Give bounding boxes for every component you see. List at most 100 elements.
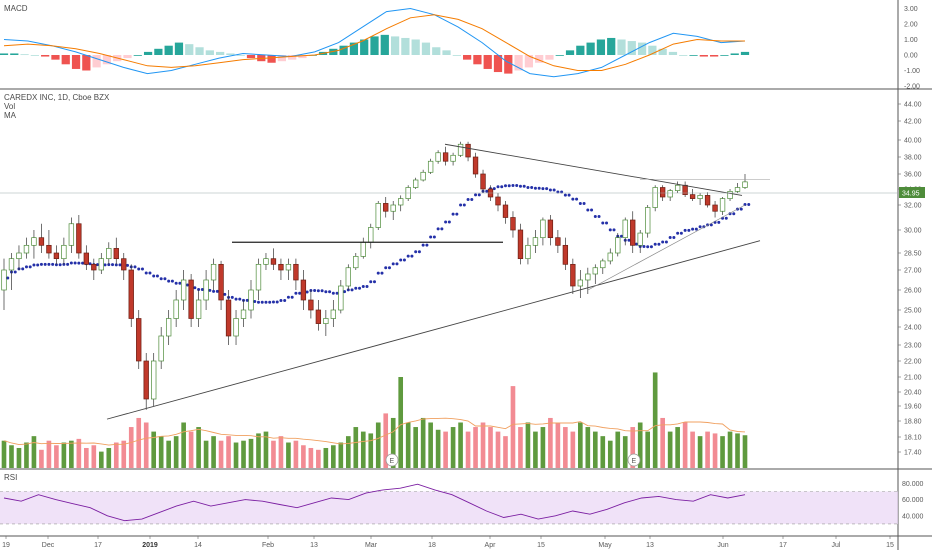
- ma-dot: [159, 277, 163, 281]
- ma-dot: [429, 235, 433, 239]
- volume-bar: [705, 431, 710, 468]
- price-tick-label: 23.00: [904, 343, 922, 350]
- volume-bar: [390, 417, 396, 468]
- volume-bar: [301, 445, 306, 468]
- earnings-marker-2[interactable]: E: [627, 453, 641, 467]
- volume-bar: [413, 427, 418, 468]
- time-tick-label: 13: [646, 542, 654, 549]
- macd-histogram-bar: [555, 55, 564, 56]
- volume-bar: [630, 427, 636, 468]
- candle-body: [697, 195, 703, 199]
- ma-dot: [586, 208, 590, 212]
- candle-body: [76, 223, 82, 254]
- macd-tick-label: 3.00: [904, 6, 918, 13]
- candle-body: [592, 267, 598, 275]
- ma-dot: [81, 261, 85, 265]
- ma-dot: [238, 297, 242, 301]
- volume-bar: [383, 413, 389, 468]
- time-tick-label: Jun: [717, 542, 728, 549]
- ma-dot: [590, 208, 594, 212]
- candle-body: [8, 258, 15, 271]
- ma-dot: [51, 262, 55, 266]
- volume-bar: [241, 440, 246, 468]
- candle-body: [704, 195, 711, 206]
- ma-dot: [230, 295, 234, 299]
- ma-dot: [500, 185, 504, 189]
- ma-dot: [197, 288, 201, 292]
- candle-body: [300, 279, 307, 301]
- candle-body: [143, 360, 149, 400]
- volume-bar: [675, 427, 680, 468]
- ma-dot: [133, 265, 137, 269]
- candle-body: [615, 237, 621, 254]
- rsi-line: [3, 483, 746, 522]
- ma-dot: [290, 295, 294, 299]
- volume-bar: [54, 445, 59, 468]
- volume-bar: [211, 436, 216, 468]
- price-tick-label: 17.40: [904, 450, 922, 457]
- ma-dot: [649, 245, 653, 249]
- volume-bar: [136, 417, 142, 468]
- candle-body: [233, 318, 239, 337]
- macd-histogram-bar: [504, 55, 513, 74]
- macd-histogram-bar: [720, 55, 729, 56]
- ma-dot: [537, 186, 541, 190]
- ma-dot: [679, 231, 683, 235]
- volume-bar: [293, 440, 299, 468]
- candle-body: [53, 252, 60, 260]
- candle-body: [360, 241, 366, 257]
- macd-tick-label: -1.00: [904, 68, 920, 75]
- volume-bar: [203, 440, 209, 468]
- macd-histogram-bar: [565, 50, 575, 55]
- macd-histogram-bar: [20, 54, 29, 56]
- ma-dot: [627, 238, 631, 242]
- time-tick-label: 14: [194, 542, 202, 549]
- candle-body: [398, 198, 404, 206]
- ma-dot: [96, 263, 100, 267]
- ma-dot: [436, 227, 440, 231]
- indicator-ma-label: MA: [4, 111, 17, 120]
- candle-body: [23, 244, 30, 254]
- candle-body: [712, 204, 718, 212]
- ma-dot: [43, 262, 47, 266]
- macd-tick-label: 0.00: [904, 53, 918, 60]
- earnings-marker-1[interactable]: E: [385, 453, 399, 467]
- macd-histogram-bar: [679, 55, 688, 56]
- current-price-tag: [899, 187, 925, 198]
- volume-bar: [480, 422, 486, 468]
- candle-body: [555, 237, 561, 246]
- candle-body: [674, 184, 681, 191]
- ma-dot: [601, 221, 605, 225]
- ma-dot: [552, 188, 556, 192]
- macd-histogram-bar: [596, 39, 606, 55]
- macd-histogram-bar: [463, 55, 472, 60]
- macd-histogram-bar: [689, 55, 698, 56]
- macd-histogram-bar: [82, 55, 91, 71]
- ma-dot: [174, 281, 178, 285]
- ma-dot: [264, 300, 268, 304]
- ma-dot: [657, 242, 661, 246]
- volume-bar: [263, 431, 269, 468]
- volume-bar: [98, 451, 104, 468]
- macd-histogram-bar: [545, 55, 554, 60]
- candle-body: [210, 263, 217, 281]
- ma-dot: [395, 262, 399, 266]
- ma-dot: [425, 243, 429, 247]
- macd-histogram-bar: [740, 51, 750, 55]
- macd-histogram-bar: [483, 55, 492, 69]
- time-tick-label: 2019: [142, 542, 158, 549]
- macd-histogram-bar: [586, 42, 595, 55]
- ma-dot: [709, 223, 713, 227]
- ma-dot: [522, 184, 526, 188]
- rsi-tick-label: 40.000: [902, 513, 924, 520]
- macd-histogram-bar: [668, 51, 678, 55]
- ma-dot: [668, 236, 672, 240]
- ma-dot: [694, 227, 698, 231]
- time-tick-label: May: [598, 542, 612, 549]
- ma-dot: [376, 271, 380, 275]
- ma-dot: [597, 214, 601, 218]
- ma-dot: [178, 281, 182, 285]
- macd-histogram-bar: [493, 55, 503, 73]
- candle-body: [113, 248, 119, 260]
